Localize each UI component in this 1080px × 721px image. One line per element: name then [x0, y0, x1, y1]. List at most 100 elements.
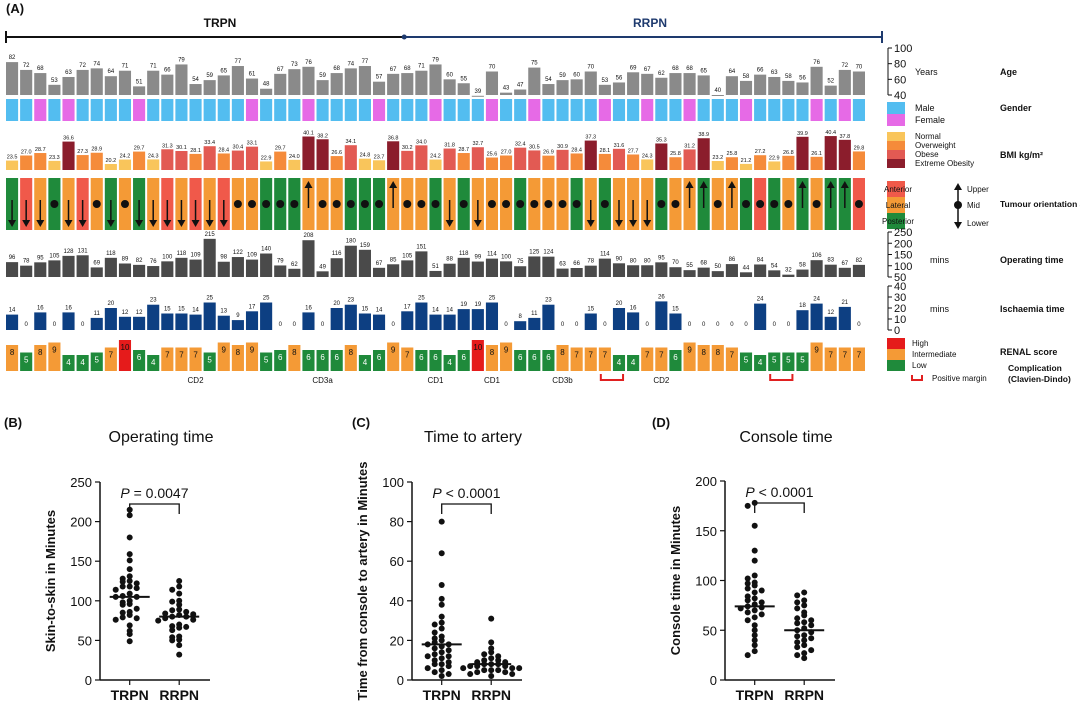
bmi-legend-swatch — [887, 132, 905, 141]
bmi-value-label: 29.8 — [854, 145, 865, 151]
bmi-value-label: 20.2 — [106, 158, 117, 164]
bmi-value-label: 28.1 — [190, 148, 201, 154]
y-tick-label: 200 — [695, 474, 717, 489]
operating-time-bar — [810, 260, 823, 277]
ischaemia-value-label: 0 — [702, 322, 706, 328]
operating-time-bar — [260, 253, 273, 277]
renal-score-value-label: 6 — [673, 353, 678, 362]
renal-legend-swatch — [887, 360, 905, 371]
ischaemia-bar — [429, 314, 442, 330]
renal-score-value-label: 4 — [66, 358, 71, 367]
bmi-value-label: 27.7 — [628, 148, 639, 154]
renal-score-value-label: 10 — [121, 343, 130, 352]
age-value-label: 67 — [277, 67, 284, 73]
ischaemia-value-label: 25 — [206, 296, 213, 302]
gender-cell — [725, 99, 738, 121]
ischaemia-bar — [838, 306, 851, 330]
data-point-trpn — [119, 578, 126, 585]
operating-time-bar — [725, 264, 738, 277]
ischaemia-bar — [754, 303, 767, 330]
operating-time-bar — [34, 262, 47, 277]
age-bar — [838, 69, 851, 95]
data-point-rrpn — [794, 605, 801, 612]
renal-score-bar — [697, 345, 710, 371]
renal-score-bar — [217, 342, 230, 371]
operating-time-bar — [6, 262, 19, 277]
ischaemia-value-label: 23 — [545, 298, 552, 304]
renal-score-bar — [852, 347, 865, 371]
ischaemia-value-label: 26 — [658, 294, 665, 300]
age-bar — [316, 80, 329, 95]
bmi-legend-label: Overweight — [915, 141, 956, 150]
complication-row-label-line2: (Clavien-Dindo) — [1008, 374, 1071, 384]
gender-cell — [584, 99, 597, 121]
data-point-trpn — [758, 587, 765, 594]
age-bar — [401, 73, 414, 95]
bmi-bar — [457, 153, 470, 170]
ischaemia-value-label: 0 — [744, 322, 748, 328]
age-value-label: 70 — [856, 65, 863, 71]
bmi-legend-label: Normal — [915, 132, 941, 141]
ischaemia-value-label: 23 — [150, 298, 157, 304]
tumour-mid-dot — [262, 200, 271, 208]
renal-score-bar — [358, 355, 371, 371]
location-upper-label: Upper — [967, 185, 989, 194]
data-point-rrpn — [808, 622, 815, 629]
operating-time-bar — [90, 267, 103, 277]
operating-time-bar — [104, 257, 117, 277]
data-point-rrpn — [169, 637, 176, 644]
tumour-legend-label: Posterior — [882, 217, 914, 226]
age-bar — [641, 73, 654, 95]
tumour-mid-dot — [713, 200, 722, 208]
renal-score-bar — [260, 352, 273, 371]
renal-score-bar — [754, 355, 767, 371]
operating-time-bar — [118, 263, 132, 277]
data-point-rrpn — [169, 598, 176, 605]
renal-score-bar — [34, 345, 47, 371]
tumour-mid-dot — [50, 200, 59, 208]
panel-label-c: (C) — [352, 415, 370, 430]
renal-score-bar — [810, 342, 823, 371]
age-bar — [528, 67, 541, 95]
operating-time-value-label: 124 — [543, 250, 554, 256]
ischaemia-value-label: 15 — [672, 307, 679, 313]
operating-time-value-label: 151 — [416, 244, 427, 250]
renal-row-label: RENAL score — [1000, 347, 1057, 357]
data-point-trpn — [126, 622, 133, 629]
age-bar — [500, 92, 513, 95]
operating-time-bar — [796, 269, 809, 277]
data-point-trpn — [438, 649, 445, 656]
bmi-bar — [655, 143, 668, 170]
operating-time-bar — [485, 258, 499, 277]
ischaemia-value-label: 11 — [531, 311, 538, 317]
bmi-bar — [627, 154, 640, 170]
bmi-bar — [471, 147, 484, 170]
ischaemia-value-label: 17 — [249, 304, 256, 310]
age-bar — [598, 84, 611, 95]
renal-score-bar — [768, 352, 781, 371]
tumour-lower-arrowhead — [135, 220, 144, 227]
data-point-trpn — [751, 589, 758, 596]
bmi-value-label: 23.7 — [374, 154, 385, 160]
renal-score-value-label: 9 — [504, 346, 509, 355]
age-bar — [824, 85, 837, 95]
data-point-rrpn — [801, 612, 808, 619]
operating-time-bar — [175, 257, 188, 277]
renal-legend-label: Intermediate — [912, 350, 957, 359]
data-point-rrpn — [801, 637, 808, 644]
renal-score-value-label: 9 — [250, 346, 255, 355]
bmi-bar — [485, 157, 499, 170]
operating-time-value-label: 118 — [106, 251, 116, 257]
ischaemia-value-label: 20 — [616, 301, 623, 307]
tumour-lower-arrowhead — [643, 220, 652, 227]
age-bar — [34, 73, 47, 95]
gender-cell — [754, 99, 767, 121]
tumour-lower-arrowhead — [219, 220, 228, 227]
data-point-trpn — [445, 671, 452, 678]
ischaemia-bar — [189, 314, 202, 330]
tumour-mid-dot — [671, 200, 680, 208]
bmi-bar — [231, 150, 244, 170]
operating-time-bar — [358, 249, 371, 277]
renal-legend-label: Low — [912, 361, 927, 370]
age-value-label: 63 — [771, 70, 778, 76]
